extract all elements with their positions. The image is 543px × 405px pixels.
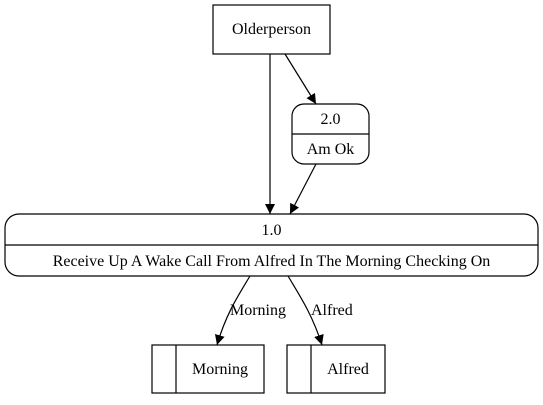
edges: Morning Alfred (214, 53, 353, 346)
edge-label-morning: Morning (230, 302, 286, 319)
edge-label-alfred: Alfred (311, 302, 353, 319)
process-1-id: 1.0 (262, 222, 282, 239)
edge-process-1-to-alfred (287, 275, 324, 346)
process-2-node: 2.0 Am Ok (291, 103, 370, 165)
datastore-alfred-box (286, 344, 386, 394)
datastore-alfred-label: Alfred (327, 361, 369, 378)
datastore-morning-box (151, 344, 265, 394)
process-2-id: 2.0 (321, 111, 341, 128)
datastore-morning-label: Morning (192, 361, 248, 378)
edge-olderperson-to-process-2 (284, 53, 317, 105)
process-1-label: Receive Up A Wake Call From Alfred In Th… (53, 253, 491, 270)
external-entity-box (212, 4, 331, 55)
edge-process-2-to-process-1 (289, 163, 317, 215)
edge-process-1-to-morning (214, 275, 251, 346)
external-entity-label: Olderperson (232, 21, 311, 38)
process-1-node: 1.0 Receive Up A Wake Call From Alfred I… (4, 213, 539, 277)
process-2-label: Am Ok (307, 141, 355, 158)
external-entity-olderperson: Olderperson (212, 4, 331, 55)
datastore-alfred: Alfred (286, 344, 386, 394)
datastore-morning: Morning (151, 344, 265, 394)
